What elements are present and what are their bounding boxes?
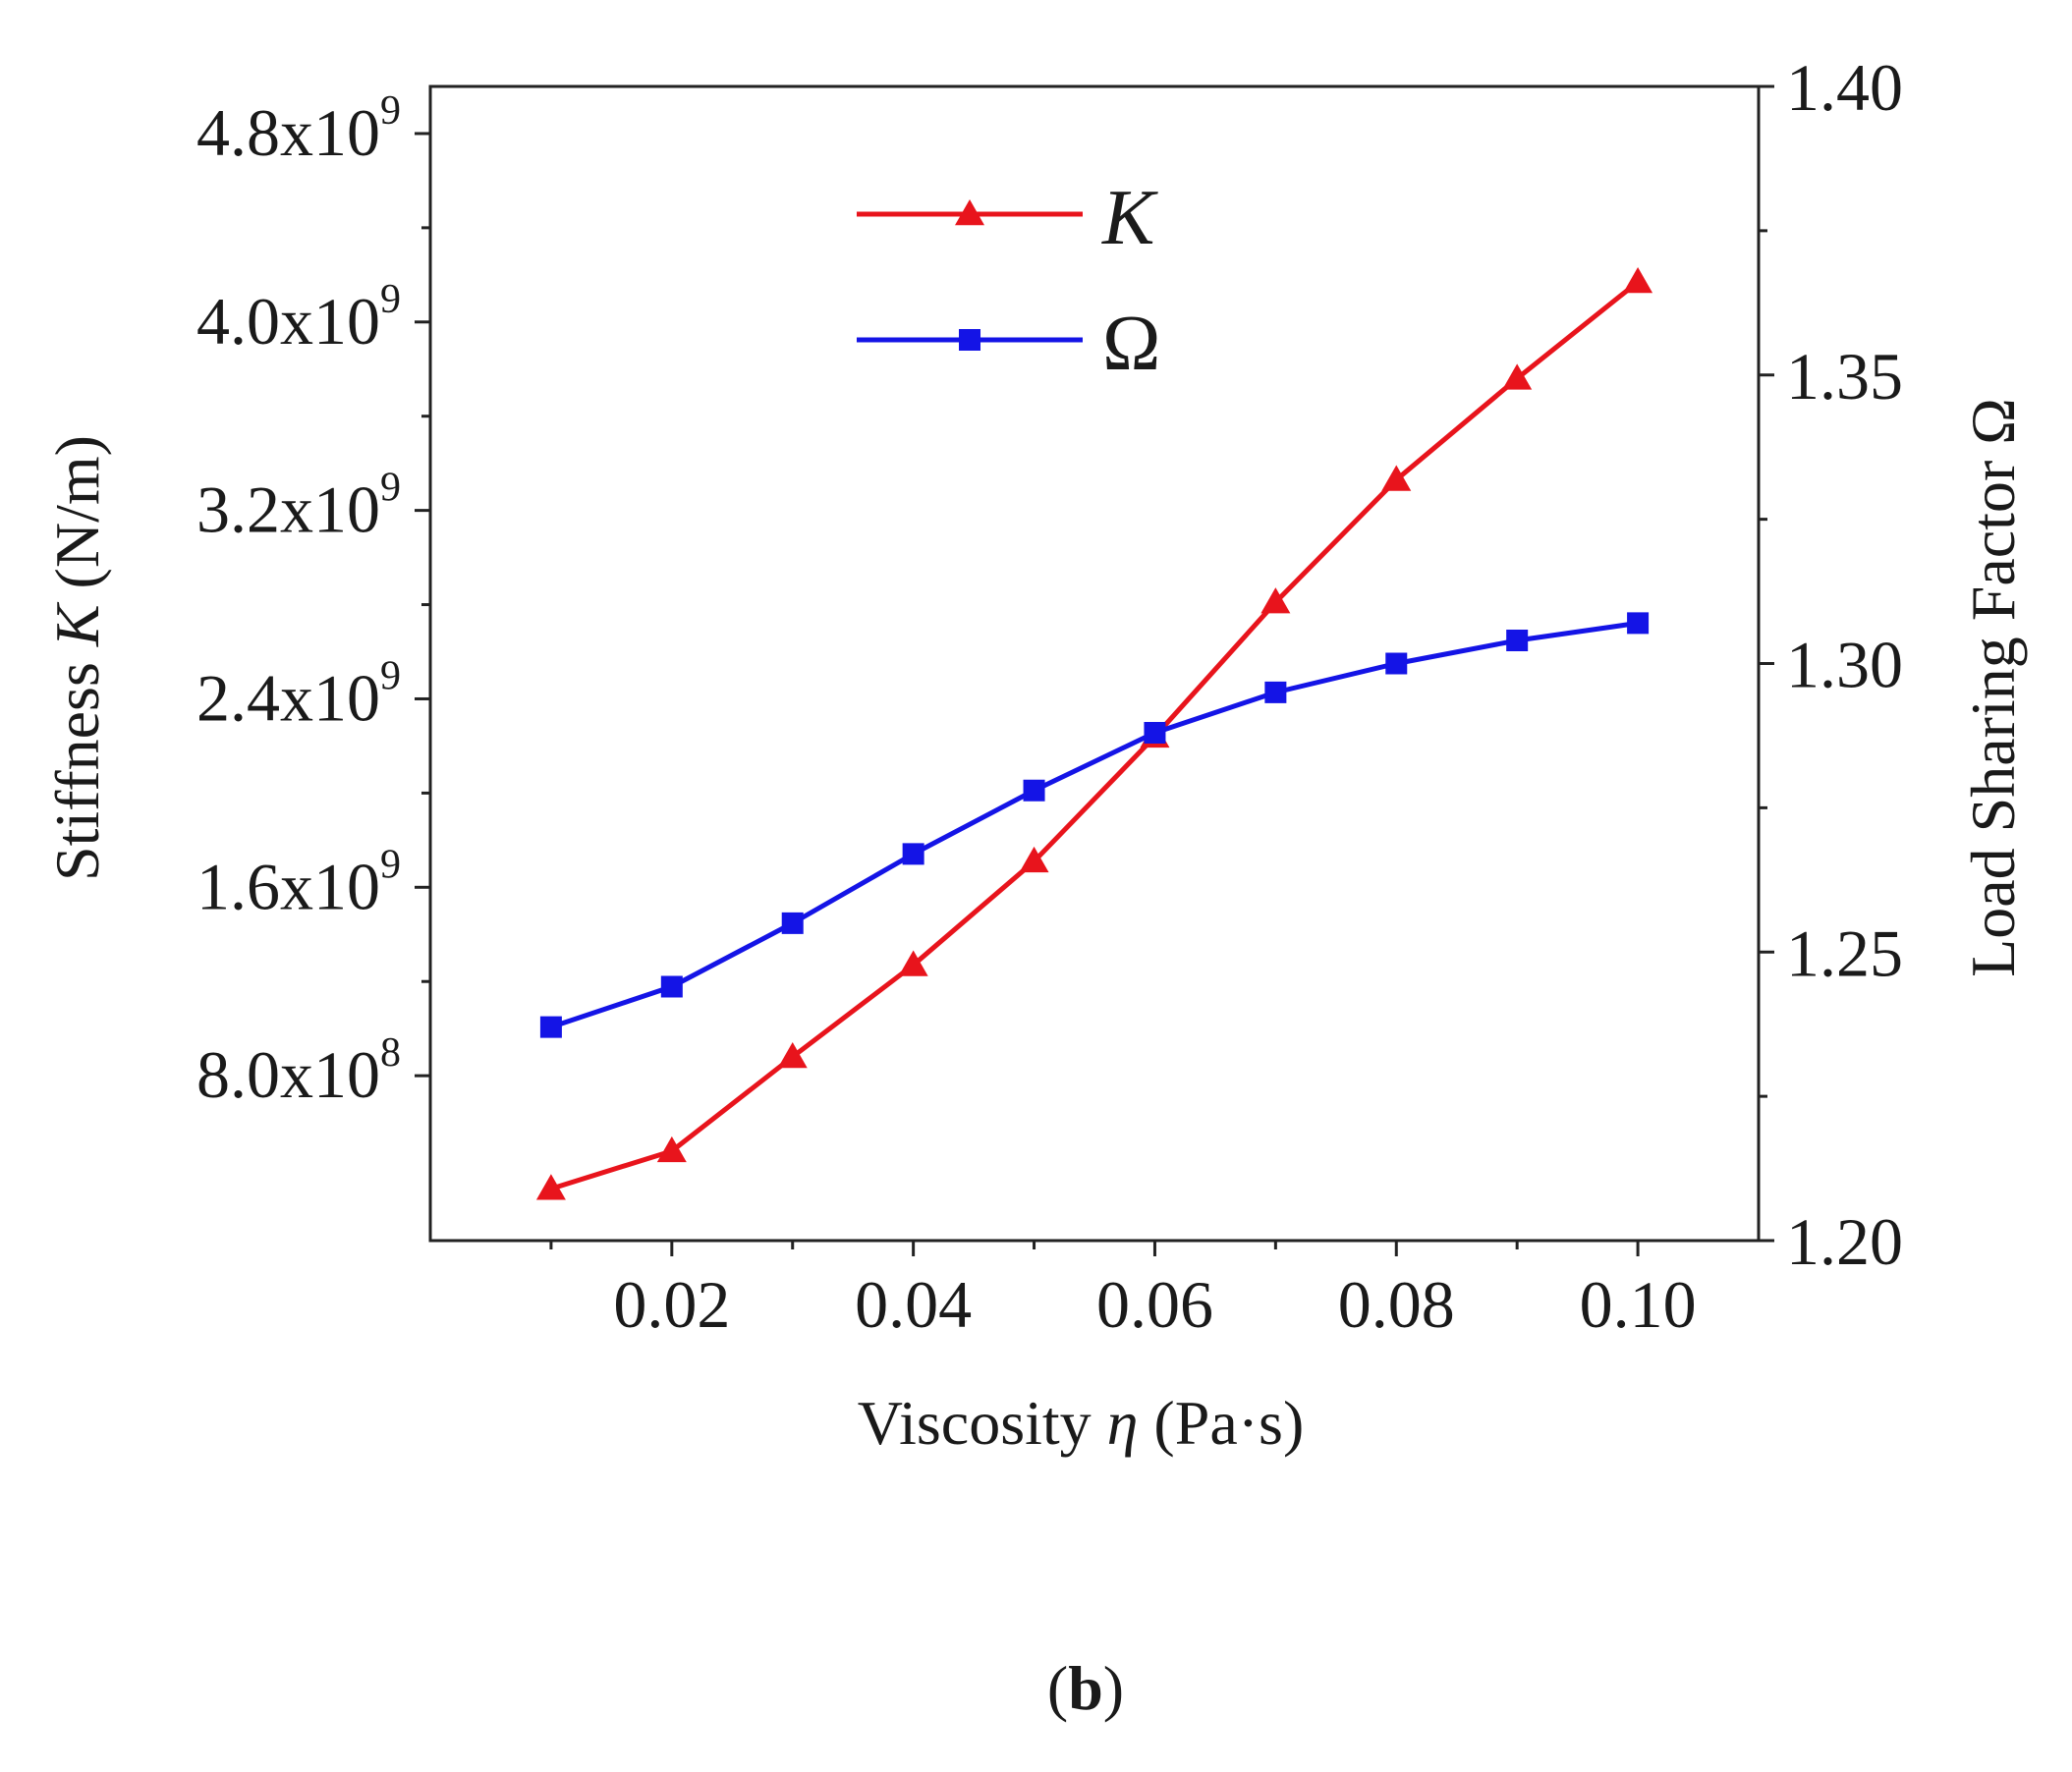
series-line — [550, 620, 1639, 1029]
y-right-tick-label: 1.25 — [1786, 915, 1903, 990]
data-point — [1385, 652, 1408, 675]
y-left-tick-label: 3.2x109 — [196, 466, 401, 547]
data-point — [1623, 267, 1653, 294]
data-point — [1502, 363, 1533, 390]
data-point — [1019, 846, 1049, 873]
y-left-tick-label: 4.0x109 — [196, 277, 401, 359]
y-left-tick-label: 4.8x109 — [196, 88, 401, 170]
legend-label: K — [1101, 175, 1158, 261]
y-right-tick-label: 1.30 — [1786, 628, 1903, 702]
y-right-tick-label: 1.35 — [1786, 339, 1903, 414]
data-point — [1023, 779, 1045, 802]
data-point — [656, 1135, 687, 1163]
y-right-axis-title: Load Sharing Factor Ω — [1958, 398, 2028, 977]
legend-marker — [955, 199, 984, 226]
x-tick-label: 0.02 — [613, 1267, 730, 1342]
y-left-tick-label: 2.4x109 — [196, 653, 401, 735]
data-point — [535, 1174, 566, 1200]
series-layer — [535, 267, 1653, 1200]
y-right-tick-label: 1.20 — [1786, 1204, 1903, 1279]
data-point — [539, 1016, 562, 1038]
series-omega — [539, 612, 1650, 1038]
y-right-tick-label: 1.40 — [1786, 50, 1903, 125]
panel-label: (b) — [1047, 1653, 1124, 1723]
data-point — [898, 950, 928, 976]
x-tick-label: 0.04 — [855, 1267, 972, 1342]
data-point — [1264, 681, 1287, 703]
data-point — [1506, 630, 1529, 651]
legend-marker — [959, 329, 980, 351]
y-left-tick-label: 8.0x108 — [196, 1030, 401, 1112]
x-axis-title: Viscosity η (Pa·s) — [858, 1388, 1305, 1458]
series-line — [550, 280, 1640, 1191]
data-point — [781, 912, 804, 934]
legend: KΩ — [857, 175, 1160, 387]
x-tick-label: 0.08 — [1338, 1267, 1455, 1342]
data-point — [1260, 587, 1291, 614]
data-point — [902, 843, 924, 865]
data-point — [777, 1041, 808, 1069]
x-tick-label: 0.10 — [1580, 1267, 1697, 1342]
data-point — [1627, 612, 1650, 635]
series-k — [535, 267, 1653, 1200]
plot-area — [428, 84, 1761, 1243]
plot-frame — [428, 84, 1761, 1243]
data-point — [1381, 465, 1412, 491]
axis-ticks: 0.02 0.04 0.06 0.08 0.10 8.0x108 1.6x109 2.4x10… — [196, 50, 1903, 1342]
legend-label: Ω — [1102, 301, 1160, 387]
y-left-axis-title: Stiffness K (N/m) — [42, 435, 112, 881]
data-point — [660, 975, 683, 998]
data-point — [1144, 722, 1166, 744]
y-left-tick-label: 1.6x109 — [196, 842, 401, 923]
x-tick-label: 0.06 — [1096, 1267, 1213, 1342]
axis-labels: Viscosity η (Pa·s) Stiffness K (N/m) Loa… — [42, 398, 2028, 1723]
